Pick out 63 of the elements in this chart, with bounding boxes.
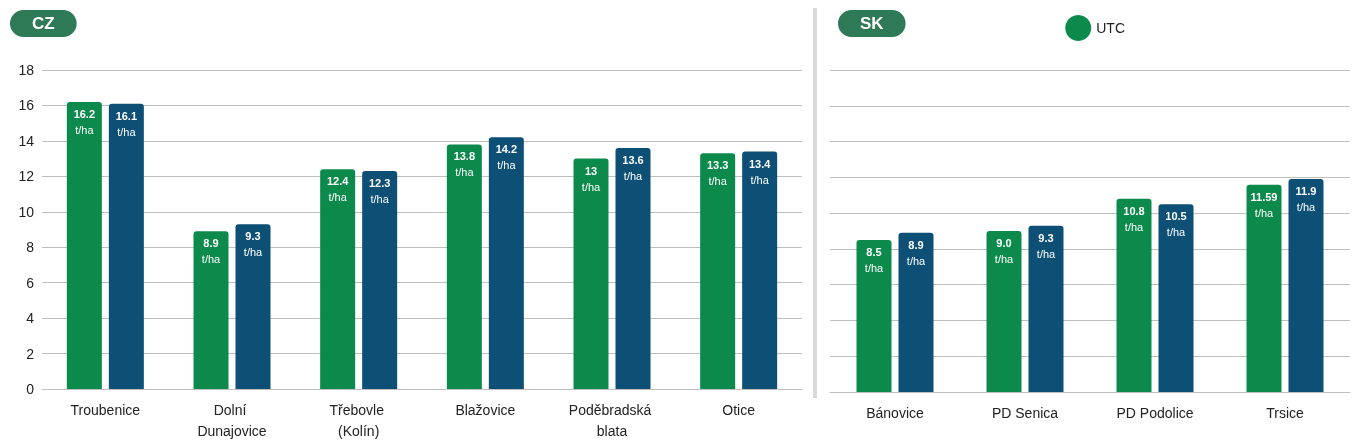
- y-tick-label: 8: [26, 239, 35, 256]
- y-tick-label: 10: [18, 203, 35, 220]
- x-tick-label: Otice: [722, 401, 756, 418]
- x-tick-label: Poděbradská blata: [568, 401, 656, 439]
- bar: [235, 224, 271, 389]
- data-label: 8.9 t/ha: [201, 237, 222, 266]
- data-label: 16.1 t/ha: [115, 109, 138, 138]
- bar: [573, 158, 609, 389]
- data-label: 10.5 t/ha: [1165, 210, 1187, 239]
- bar: [362, 171, 398, 389]
- data-label: 10.8 t/ha: [1123, 204, 1145, 233]
- bar: [1246, 184, 1282, 392]
- data-label: 14.2 t/ha: [495, 143, 518, 172]
- data-label: 12.3 t/ha: [368, 177, 391, 206]
- bar: [66, 101, 102, 389]
- data-label: 13.3 t/ha: [706, 159, 729, 188]
- y-tick-label: 0: [26, 381, 35, 397]
- bar: [1028, 225, 1064, 392]
- chart-title: CZ: [32, 14, 55, 33]
- x-tick-label: Troubenice: [70, 401, 141, 418]
- data-label: 12.4 t/ha: [326, 175, 350, 204]
- y-tick-label: 12: [18, 168, 35, 185]
- data-label: 13 t/ha: [581, 164, 602, 193]
- x-tick-label: Bánovice: [866, 404, 925, 421]
- data-label: 13.6 t/ha: [622, 153, 644, 182]
- bar: [742, 151, 778, 389]
- bar: [1158, 204, 1194, 392]
- y-tick-label: 18: [18, 62, 35, 78]
- bar: [488, 137, 524, 389]
- x-tick-label: Blažovice: [455, 401, 516, 418]
- bar: [193, 231, 229, 389]
- data-label: 16.2 t/ha: [73, 107, 96, 136]
- chart-title: SK: [860, 14, 885, 33]
- x-tick-label: PD Podolice: [1116, 404, 1194, 421]
- bar: [700, 153, 736, 389]
- x-tick-label: PD Senica: [991, 404, 1059, 421]
- y-tick-label: 6: [26, 274, 35, 291]
- data-label: 8.5 t/ha: [864, 245, 885, 274]
- data-label: 13.8 t/ha: [453, 150, 476, 179]
- data-label: 11.59 t/ha: [1250, 190, 1278, 219]
- bar: [1288, 179, 1324, 392]
- y-tick-label: 16: [18, 97, 35, 114]
- data-label: 11.9 t/ha: [1295, 185, 1317, 214]
- bar: [1116, 198, 1152, 392]
- x-tick-label: Třebovle (Kolín): [329, 401, 388, 439]
- y-tick-label: 14: [18, 132, 35, 149]
- data-label: 8.9 t/ha: [906, 238, 927, 267]
- x-tick-label: Dolní Dunajovice: [197, 401, 267, 439]
- bar: [320, 169, 356, 389]
- bar: [856, 239, 892, 392]
- bar: [108, 103, 144, 389]
- legend-label: UTC: [1096, 20, 1126, 36]
- y-tick-label: 4: [26, 310, 35, 327]
- bar: [898, 232, 934, 392]
- data-label: 9.3 t/ha: [1036, 231, 1057, 260]
- x-tick-label: Trsice: [1266, 404, 1305, 421]
- bar: [446, 144, 482, 389]
- bar: [986, 231, 1022, 392]
- data-label: 13.4 t/ha: [748, 157, 772, 186]
- y-tick-label: 2: [26, 345, 35, 362]
- data-label: 9.0 t/ha: [994, 237, 1015, 265]
- data-label: 9.3 t/ha: [243, 230, 264, 259]
- bar: [615, 147, 651, 389]
